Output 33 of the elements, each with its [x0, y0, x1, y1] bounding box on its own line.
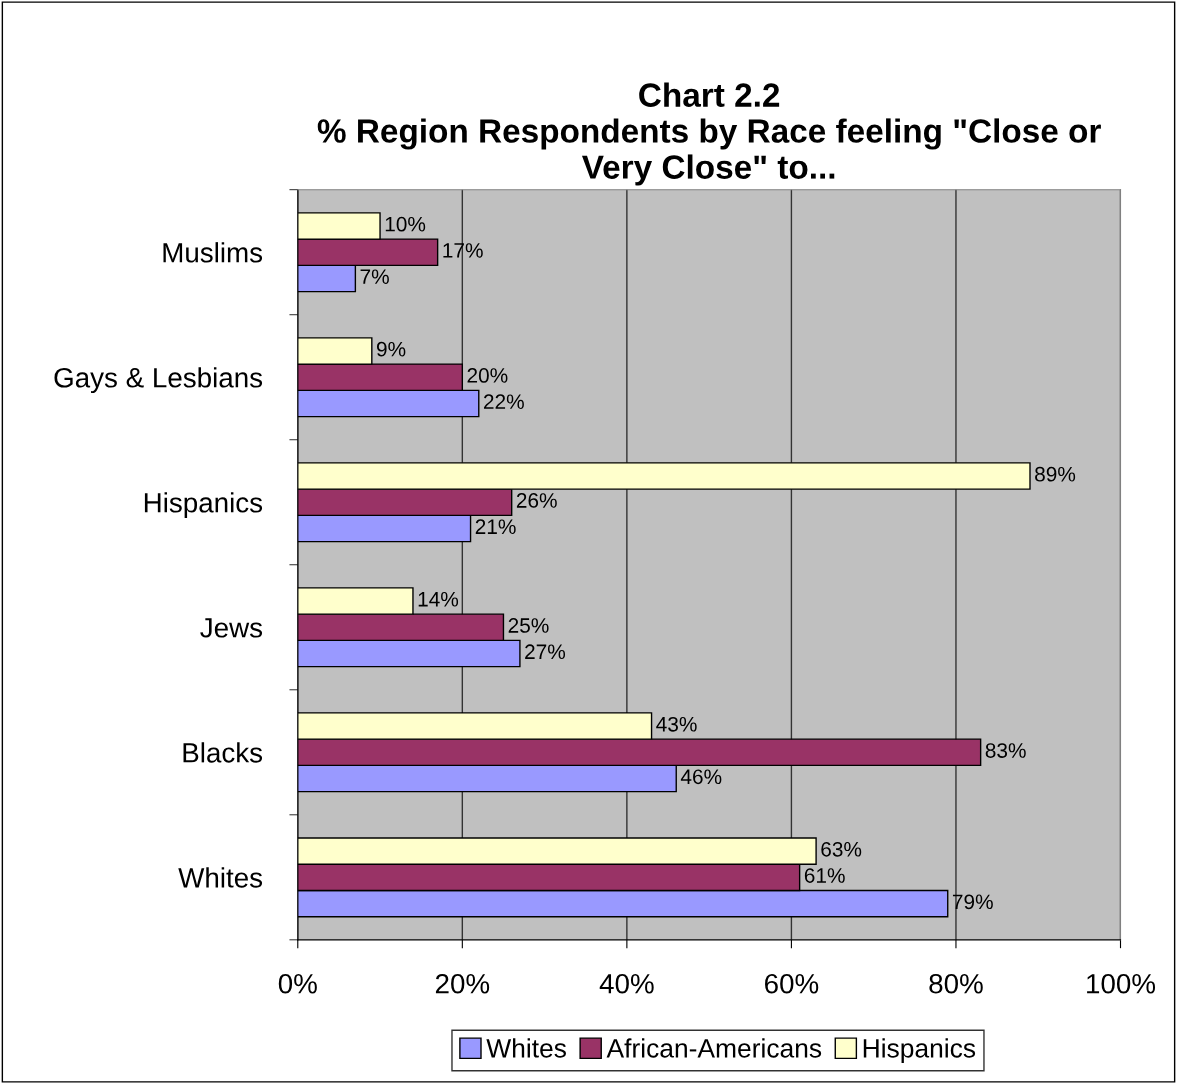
legend-label: Hispanics: [863, 1038, 976, 1063]
data-label: 21%: [475, 519, 516, 535]
data-label: 63%: [821, 841, 862, 857]
data-label: 14%: [418, 591, 459, 607]
data-label: 46%: [680, 769, 722, 785]
data-label: 83%: [985, 743, 1026, 758]
x-tick-label: 100%: [1087, 973, 1156, 994]
x-tick-label: 20%: [435, 973, 490, 994]
data-label: 22%: [483, 394, 524, 409]
y-tick-label: Hispanics: [144, 492, 263, 519]
y-tick-label: Muslims: [163, 242, 263, 263]
y-tick-label: Whites: [178, 867, 263, 888]
y-tick-label: Jews: [200, 618, 263, 638]
x-tick-label: 0%: [278, 973, 317, 994]
data-label: 26%: [516, 493, 557, 508]
x-tick-label: 60%: [765, 973, 819, 994]
data-label: 25%: [508, 618, 549, 633]
data-label: 20%: [467, 368, 508, 383]
chart-title: Chart 2.2 % Region Respondents by Race feeling "Close or Very Close" to...: [317, 82, 1101, 186]
data-label: 27%: [525, 644, 566, 660]
x-tick-label: 40%: [599, 973, 654, 994]
data-label: 61%: [804, 868, 845, 883]
legend-label: Whites: [486, 1038, 566, 1058]
data-label: 79%: [952, 894, 993, 910]
x-tick-label: 80%: [929, 973, 983, 994]
data-label: 89%: [1035, 466, 1076, 482]
data-label: 10%: [385, 216, 426, 232]
y-tick-label: Gays & Lesbians: [54, 367, 263, 394]
legend-label: African-Americans: [606, 1038, 822, 1058]
data-label: 9%: [376, 341, 406, 357]
data-label: 43%: [656, 716, 697, 732]
y-tick-label: Blacks: [183, 742, 263, 763]
data-label: 7%: [360, 269, 389, 284]
